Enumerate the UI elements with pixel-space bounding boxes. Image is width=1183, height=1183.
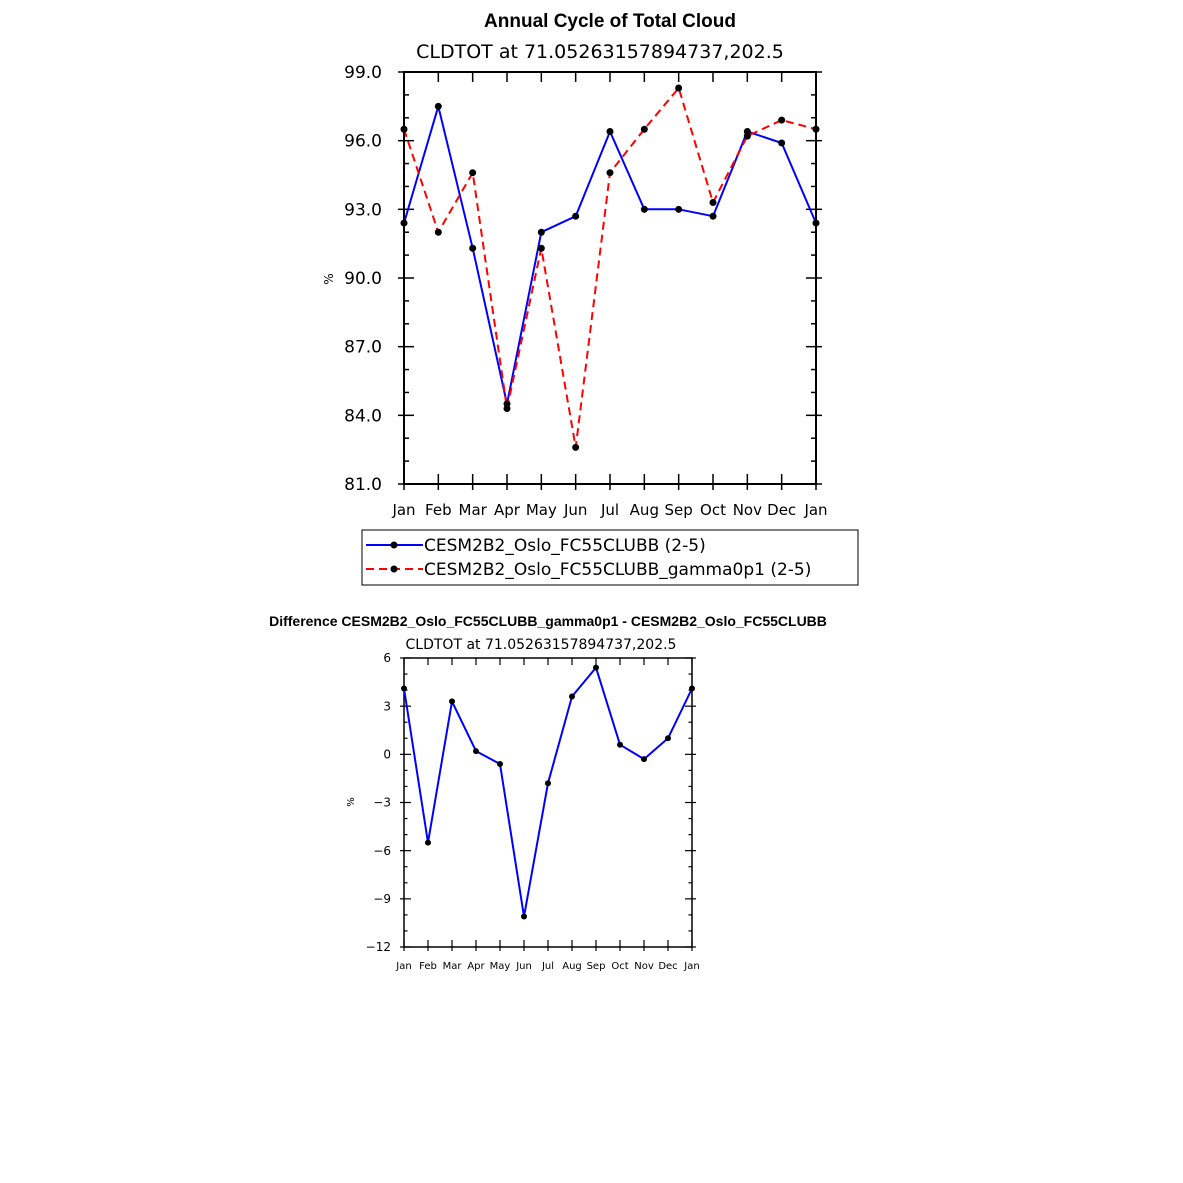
data-point-series-2 — [572, 443, 580, 451]
x-tick-label: Mar — [459, 501, 488, 519]
x-tick-label: May — [526, 501, 557, 519]
diff-chart-title: Difference CESM2B2_Oslo_FC55CLUBB_gamma0… — [269, 613, 827, 629]
legend-label-series-2: CESM2B2_Oslo_FC55CLUBB_gamma0p1 (2-5) — [424, 560, 811, 580]
data-point-series-1 — [449, 698, 455, 705]
data-point-series-1 — [545, 780, 551, 787]
y-tick-label: 90.0 — [344, 269, 382, 289]
series-line-1 — [403, 666, 693, 918]
data-point-series-1 — [812, 219, 820, 227]
data-point-series-1 — [569, 693, 575, 700]
data-point-series-2 — [503, 404, 511, 412]
data-point-series-1 — [521, 913, 527, 920]
data-point-series-2 — [812, 125, 820, 133]
x-tick-label: Oct — [700, 501, 726, 519]
x-tick-label: Jun — [563, 501, 587, 519]
x-tick-label: Sep — [587, 961, 606, 972]
x-tick-label: Jan — [683, 961, 699, 972]
x-tick-label: Aug — [630, 501, 659, 519]
y-tick-label: 0 — [383, 748, 391, 762]
x-tick-label: Feb — [425, 501, 452, 519]
legend: CESM2B2_Oslo_FC55CLUBB (2-5) CESM2B2_Osl… — [361, 529, 859, 586]
data-point-series-1 — [572, 212, 580, 220]
legend-marker-series-2 — [390, 565, 398, 573]
y-tick-label: 93.0 — [344, 200, 382, 220]
data-point-series-1 — [709, 212, 717, 220]
x-tick-label: Jan — [803, 501, 827, 519]
plot-frame — [403, 657, 693, 948]
y-tick-label: 6 — [383, 651, 391, 665]
y-tick-label: −3 — [373, 796, 391, 810]
x-tick-label: Mar — [443, 961, 463, 972]
x-tick-label: Jan — [395, 961, 411, 972]
y-tick-label: 96.0 — [344, 132, 382, 152]
y-tick-label: −9 — [373, 892, 391, 906]
data-point-series-1 — [606, 128, 614, 136]
legend-box — [361, 529, 859, 586]
diff-chart-subtitle: CLDTOT at 71.05263157894737,202.5 — [406, 637, 677, 653]
series-line-1 — [403, 105, 817, 405]
data-point-series-1 — [401, 685, 407, 692]
x-tick-label: Sep — [665, 501, 693, 519]
data-point-series-1 — [641, 756, 647, 763]
legend-label-series-1: CESM2B2_Oslo_FC55CLUBB (2-5) — [424, 536, 706, 556]
data-point-series-1 — [537, 228, 545, 236]
x-tick-label: Dec — [658, 961, 677, 972]
data-point-series-2 — [778, 116, 786, 124]
data-point-series-2 — [434, 228, 442, 236]
data-point-series-2 — [606, 169, 614, 177]
x-tick-label: Apr — [467, 961, 485, 972]
data-point-series-2 — [709, 198, 717, 206]
x-tick-label: Jan — [391, 501, 415, 519]
data-point-series-1 — [425, 839, 431, 846]
y-tick-label: −12 — [366, 940, 391, 954]
data-point-series-1 — [473, 748, 479, 755]
x-tick-label: Oct — [611, 961, 628, 972]
diff-y-axis-label: % — [346, 797, 357, 807]
series-line-2 — [403, 87, 817, 449]
chart-title: Annual Cycle of Total Cloud — [484, 11, 736, 32]
chart-subtitle: CLDTOT at 71.05263157894737,202.5 — [416, 41, 784, 63]
x-tick-label: Dec — [767, 501, 796, 519]
x-tick-label: Jul — [541, 961, 554, 972]
data-point-series-2 — [675, 84, 683, 92]
x-tick-label: Jul — [600, 501, 619, 519]
data-point-series-1 — [593, 664, 599, 671]
data-point-series-1 — [617, 741, 623, 748]
data-point-series-2 — [537, 244, 545, 252]
main-chart: Jan Feb Mar Apr May Jun Jul Aug Sep Oct Nov Dec Jan 8… — [344, 63, 827, 519]
x-tick-label: Aug — [562, 961, 582, 972]
x-tick-label: Jun — [515, 961, 532, 972]
difference-chart: Jan Feb Mar Apr May Jun Jul Aug Sep Oct Nov Dec Jan−… — [366, 651, 700, 972]
data-point-series-2 — [469, 169, 477, 177]
data-point-series-1 — [778, 139, 786, 147]
x-tick-label: Apr — [494, 501, 521, 519]
x-tick-label: May — [490, 961, 511, 972]
y-tick-label: 84.0 — [344, 406, 382, 426]
x-tick-label: Nov — [733, 501, 762, 519]
data-point-series-2 — [640, 125, 648, 133]
data-point-series-2 — [743, 132, 751, 140]
data-point-series-2 — [400, 125, 408, 133]
y-tick-label: 87.0 — [344, 338, 382, 358]
data-point-series-1 — [469, 244, 477, 252]
data-point-series-1 — [400, 219, 408, 227]
data-point-series-1 — [434, 102, 442, 110]
x-tick-label: Feb — [419, 961, 437, 972]
y-tick-label: 3 — [383, 699, 391, 713]
y-tick-label: 99.0 — [344, 63, 382, 83]
data-point-series-1 — [497, 760, 503, 767]
x-tick-label: Nov — [634, 961, 654, 972]
data-point-series-1 — [640, 205, 648, 213]
data-point-series-1 — [665, 735, 671, 742]
data-point-series-1 — [689, 685, 695, 692]
y-tick-label: −6 — [373, 844, 391, 858]
y-axis-label: % — [322, 273, 336, 284]
data-point-series-1 — [675, 205, 683, 213]
legend-marker-series-1 — [390, 541, 398, 549]
y-tick-label: 81.0 — [344, 475, 382, 495]
